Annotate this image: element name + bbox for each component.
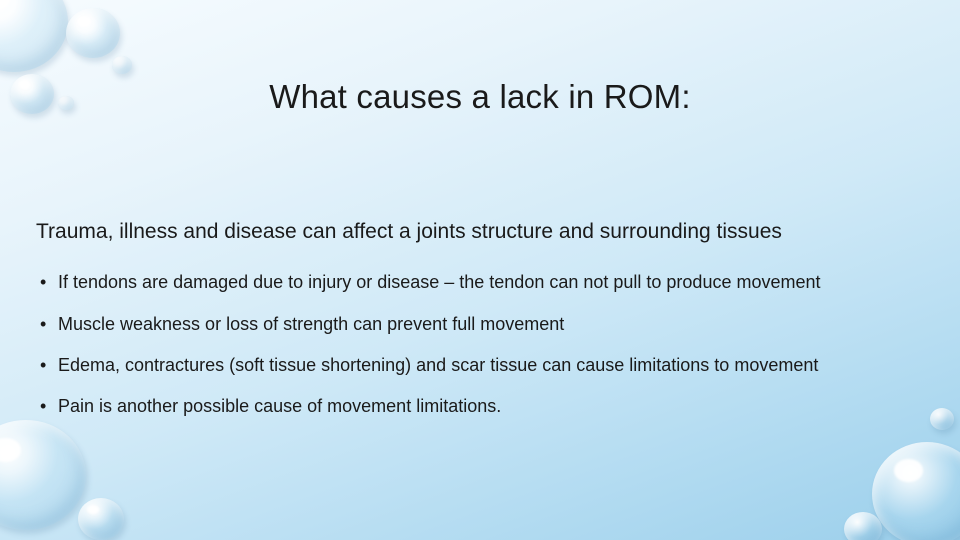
water-drop-icon	[78, 498, 124, 540]
water-drop-icon	[872, 442, 960, 540]
bullet-item: Pain is another possible cause of moveme…	[36, 395, 920, 418]
slide-body: Trauma, illness and disease can affect a…	[36, 218, 920, 437]
bullet-list: If tendons are damaged due to injury or …	[36, 271, 920, 419]
water-drop-icon	[66, 8, 120, 58]
bullet-item: Muscle weakness or loss of strength can …	[36, 313, 920, 336]
bullet-item: Edema, contractures (soft tissue shorten…	[36, 354, 920, 377]
slide: What causes a lack in ROM: Trauma, illne…	[0, 0, 960, 540]
lead-text: Trauma, illness and disease can affect a…	[36, 218, 920, 245]
water-drop-icon	[930, 408, 954, 430]
water-drop-icon	[112, 56, 132, 74]
water-drop-icon	[0, 0, 68, 72]
water-drop-icon	[844, 512, 882, 540]
slide-title: What causes a lack in ROM:	[0, 78, 960, 116]
bullet-item: If tendons are damaged due to injury or …	[36, 271, 920, 294]
